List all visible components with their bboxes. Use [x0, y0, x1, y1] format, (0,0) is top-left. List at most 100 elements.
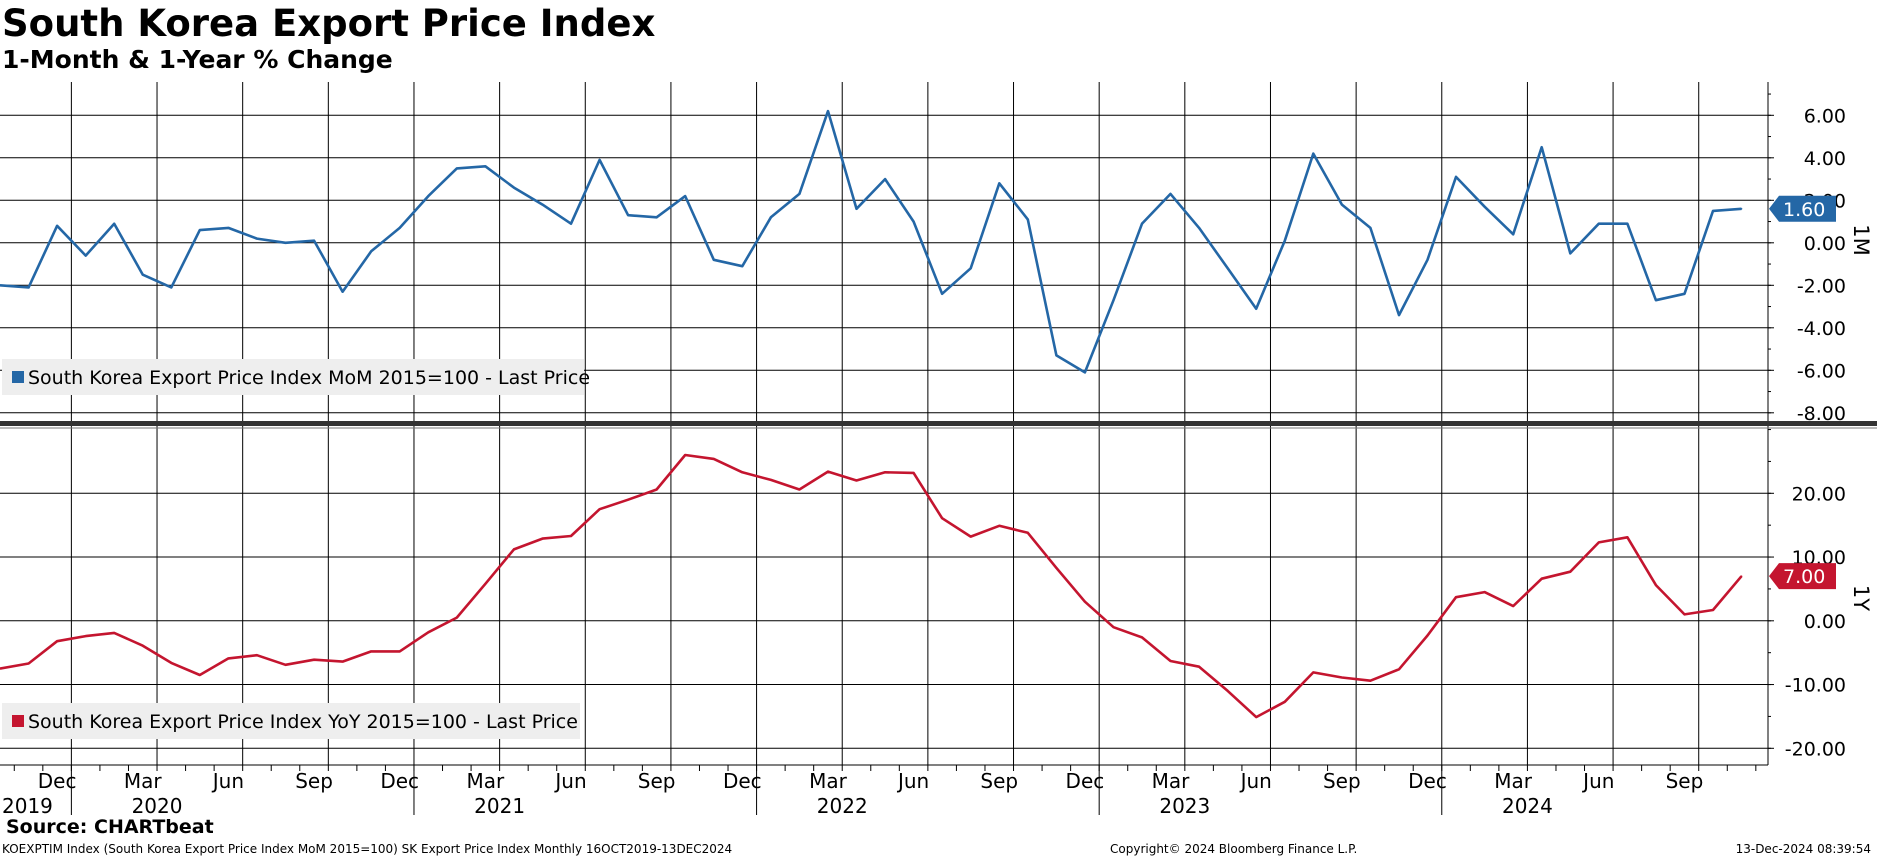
mom-data-point: [627, 214, 629, 216]
mom-data-point: [1398, 314, 1400, 316]
mom-data-point: [84, 254, 87, 257]
mom-data-point: [170, 286, 173, 289]
yoy-data-point: [113, 632, 115, 634]
legend-box: [2, 703, 580, 739]
yoy-data-point: [1169, 660, 1172, 662]
yoy-legend-swatch: [12, 715, 24, 727]
x-year-label: 2019: [2, 794, 53, 818]
yoy-data-point: [513, 548, 515, 551]
x-month-label: Jun: [211, 769, 244, 793]
yoy-data-point: [1569, 570, 1572, 573]
mom-data-point: [1341, 203, 1343, 206]
x-year-label: 2023: [1159, 794, 1210, 818]
yoy-data-point: [969, 535, 972, 538]
mom-data-point: [1455, 176, 1457, 178]
yoy-data-point: [199, 674, 201, 676]
x-month-label: Jun: [896, 769, 929, 793]
mom-data-point: [1426, 259, 1429, 261]
yoy-data-point: [1283, 700, 1286, 703]
chart-title: South Korea Export Price Index: [2, 2, 656, 45]
yoy-data-point: [1598, 541, 1600, 544]
mom-data-point: [912, 220, 915, 223]
yoy-data-point: [398, 650, 401, 653]
yoy-data-point: [1626, 536, 1629, 539]
x-month-label: Sep: [1666, 769, 1704, 793]
yoy-data-point: [1369, 679, 1372, 682]
mom-data-point: [27, 286, 30, 289]
mom-data-point: [141, 273, 144, 276]
yoy-data-point: [1112, 626, 1115, 628]
mom-last-value-label: 1.60: [1783, 199, 1825, 221]
x-month-label: Jun: [1581, 769, 1614, 793]
y-tick-label: 0.00: [1804, 233, 1846, 255]
mom-data-point: [1141, 222, 1143, 225]
yoy-data-point: [1483, 591, 1486, 593]
mom-series-line: [0, 109, 1742, 374]
yoy-data-point: [627, 498, 629, 501]
yoy-data-point: [798, 488, 801, 491]
mom-data-point: [1255, 307, 1257, 310]
x-month-label: Dec: [1408, 769, 1447, 793]
yoy-legend-label: South Korea Export Price Index YoY 2015=…: [28, 711, 578, 733]
x-month-label: Dec: [723, 769, 762, 793]
yoy-data-point: [1084, 600, 1086, 603]
mom-data-point: [0, 284, 1, 287]
y-tick-label: -20.00: [1785, 738, 1846, 760]
yoy-data-point: [256, 654, 258, 657]
mom-data-point: [456, 167, 458, 170]
yoy-data-point: [1341, 676, 1343, 679]
mom-data-point: [370, 250, 372, 253]
yoy-data-point: [1255, 716, 1257, 718]
yoy-data-point: [1512, 605, 1514, 607]
mom-data-point: [1112, 299, 1115, 301]
yoy-data-point: [855, 479, 858, 482]
mom-data-point: [712, 259, 715, 261]
yoy-data-point: [655, 488, 658, 491]
y-tick-label: -2.00: [1797, 275, 1846, 297]
mom-legend-swatch: [12, 371, 24, 383]
mom-data-point: [227, 227, 230, 229]
yoy-data-point: [1027, 532, 1029, 534]
yoy-data-point: [1055, 567, 1058, 569]
x-month-label: Sep: [1323, 769, 1361, 793]
yoy-data-point: [1398, 668, 1400, 671]
x-year-label: 2022: [817, 794, 868, 818]
yoy-data-point: [684, 454, 686, 456]
yoy-data-point: [141, 644, 144, 647]
yoy-data-point: [1655, 584, 1657, 586]
yoy-data-point: [370, 650, 372, 653]
yoy-data-point: [570, 535, 572, 537]
yoy-data-point: [741, 471, 744, 474]
yoy-data-point: [941, 517, 943, 519]
mom-data-point: [598, 159, 601, 161]
footer-copyright: Copyright© 2024 Bloomberg Finance L.P.: [1110, 842, 1358, 856]
mom-data-point: [1312, 152, 1315, 155]
x-year-label: 2021: [474, 794, 525, 818]
mom-data-point: [256, 237, 258, 240]
yoy-data-point: [1540, 577, 1543, 580]
mom-data-point: [1683, 293, 1686, 295]
mom-data-point: [1055, 354, 1058, 357]
legend-box: [2, 359, 584, 395]
y-tick-label: 0.00: [1804, 611, 1846, 633]
yoy-data-point: [884, 471, 886, 474]
mom-data-point: [56, 225, 58, 227]
mom-data-point: [341, 290, 344, 293]
mom-axis-label: 1M: [1849, 224, 1873, 255]
mom-data-point: [1626, 222, 1629, 225]
mom-data-point: [969, 267, 972, 270]
mom-data-point: [113, 222, 115, 225]
mom-legend-label: South Korea Export Price Index MoM 2015=…: [28, 367, 590, 389]
mom-data-point: [313, 239, 315, 242]
x-month-label: Sep: [295, 769, 333, 793]
mom-data-point: [741, 265, 744, 267]
yoy-data-point: [827, 470, 829, 473]
mom-data-point: [1198, 227, 1200, 229]
x-month-label: Mar: [124, 769, 163, 793]
source-label: Source: CHARTbeat: [6, 816, 214, 838]
x-month-label: Sep: [638, 769, 676, 793]
yoy-data-point: [598, 508, 601, 511]
yoy-data-point: [227, 657, 230, 660]
mom-data-point: [884, 178, 886, 180]
